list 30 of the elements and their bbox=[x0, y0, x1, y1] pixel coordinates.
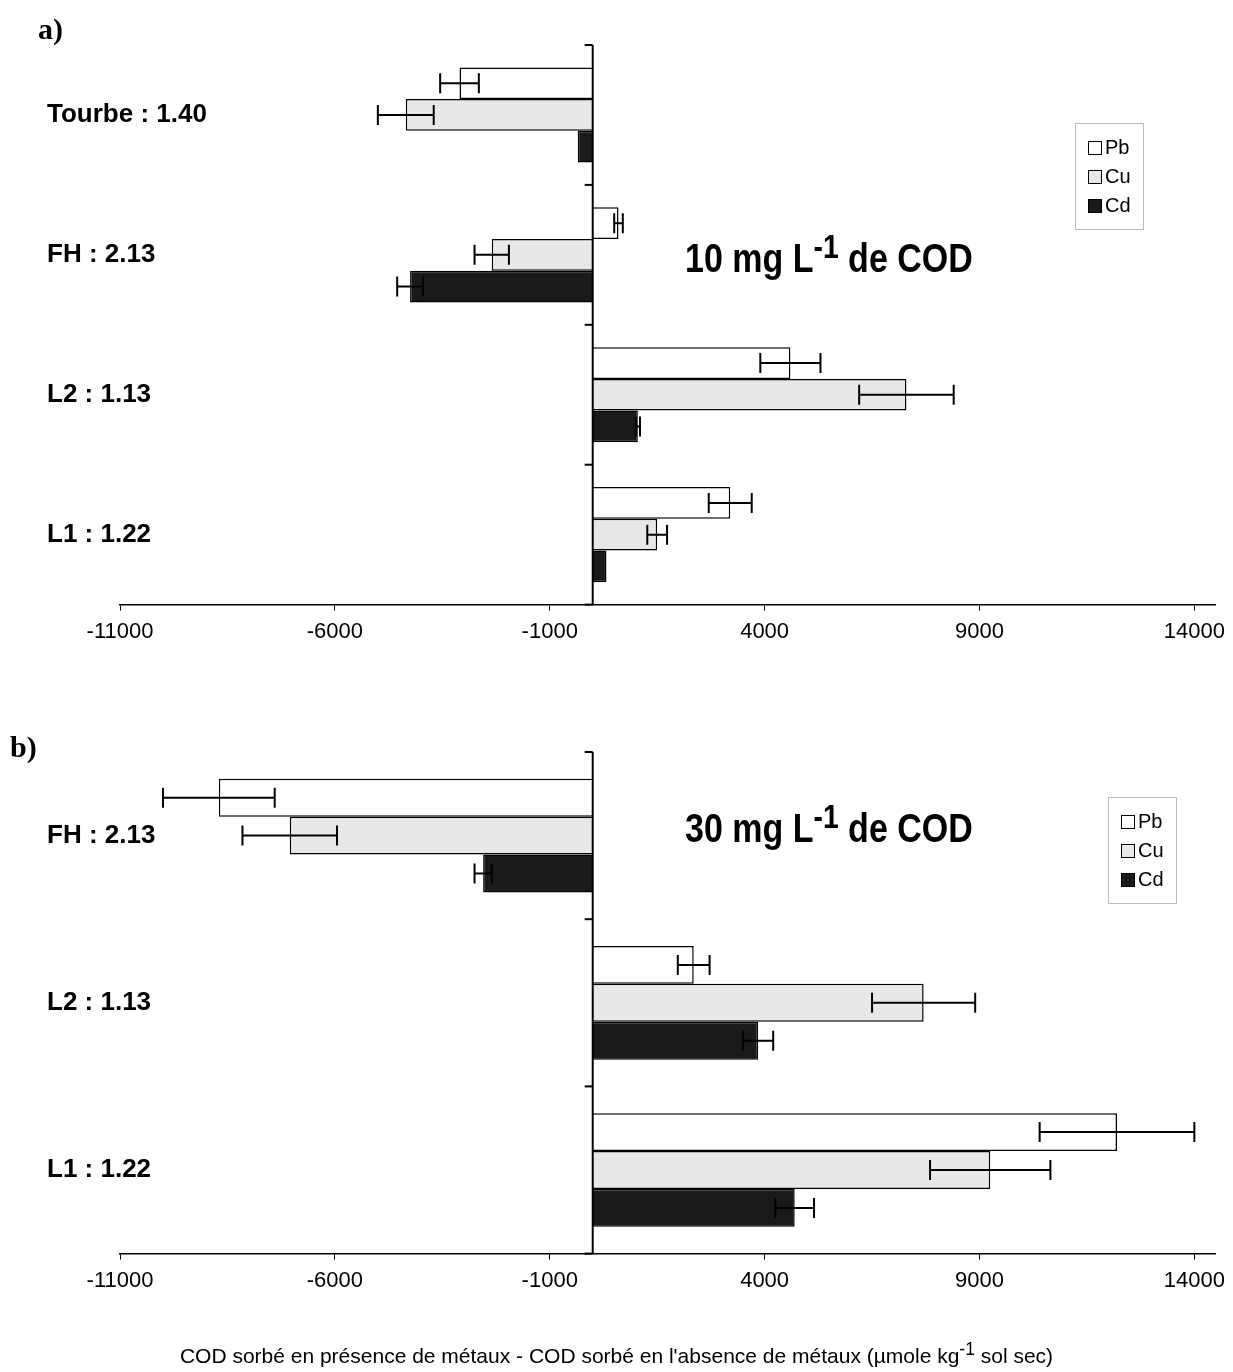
x-tick-label: -1000 bbox=[521, 1266, 578, 1292]
y-tick-label: FH : 2.13 bbox=[47, 238, 156, 269]
y-tick-label: L2 : 1.13 bbox=[47, 985, 152, 1016]
x-tick-label: -11000 bbox=[86, 1266, 154, 1292]
x-axis-title: COD sorbé en présence de métaux - COD sorbé en l'absence de métaux (µmole kg$^{-1}$ sol sec) bbox=[178, 1339, 1055, 1368]
x-tick-label: 4000 bbox=[740, 1266, 790, 1292]
text: 10 mg L$^{-1}$ de COD bbox=[685, 228, 973, 282]
y-tick-label: L1 : 1.22 bbox=[47, 1153, 152, 1184]
x-tick-label: -6000 bbox=[306, 617, 364, 643]
x-tick-label: 4000 bbox=[740, 617, 790, 643]
x-tick-label: -6000 bbox=[306, 1266, 364, 1292]
legend-label: Cu bbox=[1138, 839, 1164, 862]
text: 30 mg L$^{-1}$ de COD bbox=[685, 798, 973, 852]
y-tick-label: FH : 2.13 bbox=[47, 818, 156, 849]
text: Pb bbox=[1138, 810, 1163, 833]
x-tick-label: -1000 bbox=[521, 617, 578, 643]
x-tick-label: 9000 bbox=[955, 1266, 1004, 1292]
y-tick-label: Tourbe : 1.40 bbox=[47, 98, 207, 129]
x-tick-label: -11000 bbox=[86, 617, 154, 643]
text: Pb bbox=[1105, 136, 1130, 159]
text: a) bbox=[38, 12, 63, 46]
legend-label: Cd bbox=[1138, 868, 1164, 891]
legend-label: Cd bbox=[1105, 194, 1131, 217]
legend-label: Cu bbox=[1105, 165, 1131, 188]
x-tick-label: 14000 bbox=[1163, 617, 1225, 643]
x-tick-label: 14000 bbox=[1163, 1266, 1225, 1292]
text: b) bbox=[10, 730, 37, 764]
y-tick-label: L2 : 1.13 bbox=[47, 377, 152, 408]
x-tick-label: 9000 bbox=[955, 617, 1004, 643]
y-tick-label: L1 : 1.22 bbox=[47, 517, 152, 548]
